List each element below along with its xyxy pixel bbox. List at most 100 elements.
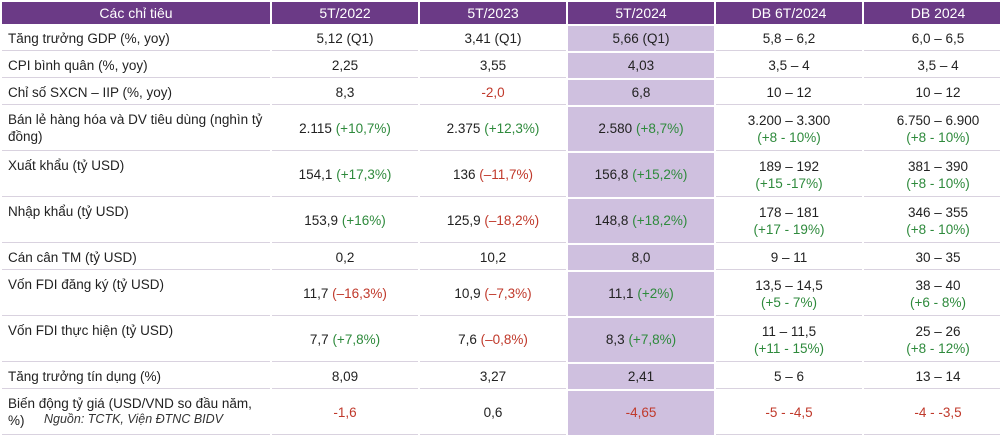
- cell-value: 13,5 – 14,5: [755, 277, 823, 293]
- value-cell: 11 – 11,5 (+11 ‐ 15%): [716, 318, 862, 362]
- table-row: Vốn FDI đăng ký (tỷ USD) 11,7 (–16,3%) 10,…: [2, 272, 1000, 316]
- value-cell: 11,7 (–16,3%): [272, 272, 418, 316]
- value-cell: 3,5 – 4: [864, 53, 1000, 78]
- cell-change: (+8,7%): [635, 121, 684, 136]
- value-cell: 156,8 (+15,2%): [568, 153, 714, 197]
- value-cell: 2,25: [272, 53, 418, 78]
- cell-change: (+6 ‐ 8%): [910, 294, 966, 310]
- value-cell: 136 (–11,7%): [420, 153, 566, 197]
- table-row: Tăng trưởng tín dụng (%) 8,09 3,27 2,41 5 – …: [2, 364, 1000, 389]
- cell-value: -1,6: [333, 405, 357, 420]
- cell-value: 3,5 – 4: [768, 57, 810, 73]
- cell-value: 5 – 6: [773, 368, 805, 384]
- row-label: Tăng trưởng tín dụng (%): [2, 364, 270, 389]
- value-cell: 153,9 (+16%): [272, 199, 418, 243]
- cell-value: 11 – 11,5: [761, 323, 817, 339]
- cell-value: 2.115: [299, 121, 332, 136]
- cell-change: (–7,3%): [484, 286, 532, 301]
- cell-value: 0,2: [335, 249, 355, 265]
- cell-change: (+8 ‐ 12%): [906, 340, 970, 356]
- cell-value: 125,9: [446, 213, 481, 228]
- row-label: Tăng trưởng GDP (%, yoy): [2, 26, 270, 51]
- row-label: Nhập khẩu (tỷ USD): [2, 199, 270, 243]
- cell-value: 9 – 11: [770, 249, 808, 265]
- value-cell: 3,5 – 4: [716, 53, 862, 78]
- cell-change: (+15 ‐17%): [755, 175, 823, 191]
- cell-value: 3.200 – 3.300: [747, 112, 831, 128]
- cell-value: 5,8 – 6,2: [762, 30, 816, 46]
- row-label: Cán cân TM (tỷ USD): [2, 245, 270, 270]
- table-header-row: Các chỉ tiêu 5T/2022 5T/2023 5T/2024 DB …: [2, 2, 1000, 24]
- cell-value: 381 – 390: [907, 158, 969, 174]
- cell-value: 5,66 (Q1): [612, 30, 670, 46]
- value-cell: -1,6: [272, 391, 418, 435]
- cell-value: 11,1: [608, 286, 634, 301]
- cell-value: 153,9: [304, 213, 339, 228]
- cell-value: 0,6: [483, 405, 503, 420]
- value-cell: 154,1 (+17,3%): [272, 153, 418, 197]
- value-cell: 8,0: [568, 245, 714, 270]
- cell-value: 3,55: [479, 57, 507, 73]
- cell-change: (+8 ‐ 10%): [757, 129, 821, 145]
- cell-value: 3,27: [479, 368, 507, 384]
- cell-change: (+8 ‐ 10%): [906, 129, 970, 145]
- value-cell: 10 – 12: [864, 80, 1000, 105]
- row-label: CPI bình quân (%, yoy): [2, 53, 270, 78]
- value-cell: -4 ‐ -3,5: [864, 391, 1000, 435]
- cell-value: 178 – 181: [758, 204, 820, 220]
- row-label: Bán lẻ hàng hóa và DV tiêu dùng (nghìn t…: [2, 107, 270, 151]
- cell-value: 3,5 – 4: [917, 57, 959, 73]
- cell-value: 3,41 (Q1): [464, 30, 522, 46]
- cell-value: 2.580: [598, 121, 633, 136]
- value-cell: 6,0 – 6,5: [864, 26, 1000, 51]
- row-label: Xuất khẩu (tỷ USD): [2, 153, 270, 197]
- cell-value: 7,7: [309, 332, 329, 347]
- header-5t-2022: 5T/2022: [272, 2, 418, 24]
- value-cell: 125,9 (–18,2%): [420, 199, 566, 243]
- table-row: CPI bình quân (%, yoy) 2,25 3,55 4,03 3,5 – …: [2, 53, 1000, 78]
- cell-change: (+2%): [637, 286, 674, 301]
- value-cell: 7,7 (+7,8%): [272, 318, 418, 362]
- value-cell: 13,5 – 14,5 (+5 ‐ 7%): [716, 272, 862, 316]
- table-row: Xuất khẩu (tỷ USD) 154,1 (+17,3%) 136 (–11…: [2, 153, 1000, 197]
- value-cell: 5,8 – 6,2: [716, 26, 862, 51]
- cell-change: (+8 ‐ 10%): [906, 221, 970, 237]
- value-cell: 3,41 (Q1): [420, 26, 566, 51]
- cell-value: -4,65: [625, 405, 657, 420]
- cell-value: 8,09: [331, 368, 359, 384]
- cell-value: 4,03: [627, 57, 655, 73]
- cell-value: -2,0: [481, 84, 505, 100]
- cell-value: 10 – 12: [915, 84, 961, 100]
- value-cell: 11,1 (+2%): [568, 272, 714, 316]
- value-cell: 8,3: [272, 80, 418, 105]
- value-cell: 381 – 390 (+8 ‐ 10%): [864, 153, 1000, 197]
- cell-change: (+8 ‐ 10%): [906, 175, 970, 191]
- table-row: Vốn FDI thực hiện (tỷ USD) 7,7 (+7,8%) 7,6…: [2, 318, 1000, 362]
- header-5t-2024: 5T/2024: [568, 2, 714, 24]
- source-note: Nguồn: TCTK, Viện ĐTNC BIDV: [44, 412, 223, 426]
- value-cell: 2.580 (+8,7%): [568, 107, 714, 151]
- cell-change: (+5 ‐ 7%): [761, 294, 817, 310]
- cell-value: 6,0 – 6,5: [911, 30, 965, 46]
- table-row: Tăng trưởng GDP (%, yoy) 5,12 (Q1) 3,41 (Q…: [2, 26, 1000, 51]
- row-label: Biến động tỷ giá (USD/VND so đầu năm, %): [2, 391, 270, 435]
- row-label: Vốn FDI thực hiện (tỷ USD): [2, 318, 270, 362]
- row-label: Vốn FDI đăng ký (tỷ USD): [2, 272, 270, 316]
- table-row: Bán lẻ hàng hóa và DV tiêu dùng (nghìn t…: [2, 107, 1000, 151]
- cell-value: 13 – 14: [915, 368, 961, 384]
- cell-change: (–11,7%): [479, 167, 534, 182]
- cell-value: 38 – 40: [915, 277, 961, 293]
- value-cell: 4,03: [568, 53, 714, 78]
- cell-value: -5 ‐ -4,5: [765, 405, 813, 420]
- header-db-2024: DB 2024: [864, 2, 1000, 24]
- table-row: Cán cân TM (tỷ USD) 0,2 10,2 8,0 9 – 11 30 – …: [2, 245, 1000, 270]
- cell-value: 10,9: [454, 286, 481, 301]
- cell-value: 8,3: [605, 332, 625, 347]
- value-cell: 6,8: [568, 80, 714, 105]
- value-cell: 148,8 (+18,2%): [568, 199, 714, 243]
- value-cell: -4,65: [568, 391, 714, 435]
- value-cell: 13 – 14: [864, 364, 1000, 389]
- cell-value: 136: [452, 167, 476, 182]
- value-cell: 189 – 192 (+15 ‐17%): [716, 153, 862, 197]
